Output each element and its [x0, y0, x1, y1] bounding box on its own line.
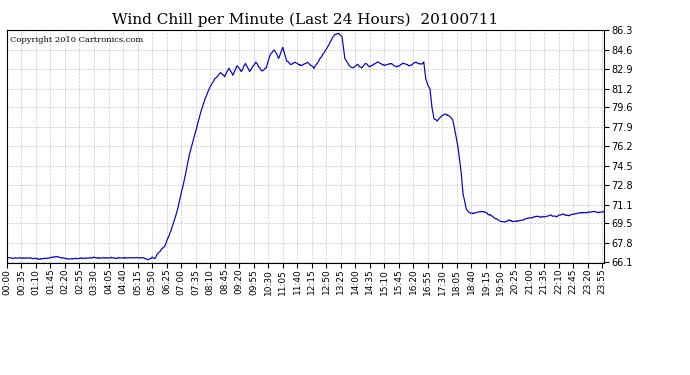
Title: Wind Chill per Minute (Last 24 Hours)  20100711: Wind Chill per Minute (Last 24 Hours) 20… [112, 13, 498, 27]
Text: Copyright 2010 Cartronics.com: Copyright 2010 Cartronics.com [10, 36, 143, 44]
